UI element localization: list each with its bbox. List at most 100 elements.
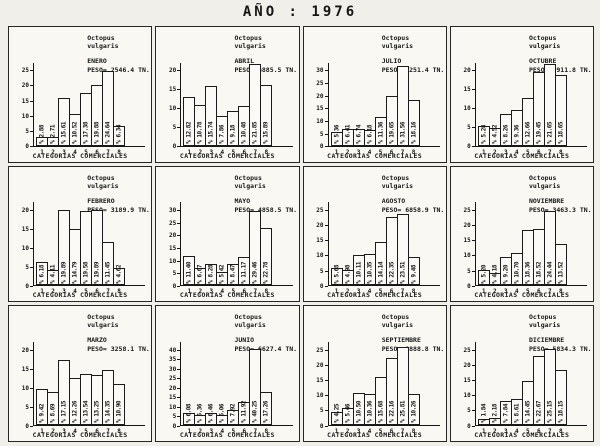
- y-tick-label: 25: [169, 375, 177, 382]
- species-name: Octopus vulgaris: [382, 313, 444, 329]
- y-tick: 15: [15, 366, 33, 373]
- y-tick: 0: [162, 423, 181, 430]
- month-label: NOVIEMBRE: [528, 196, 565, 205]
- y-tick-label: 5: [25, 127, 29, 135]
- y-tick-label: 10: [21, 384, 29, 392]
- bar-category-8: % 17.26: [260, 392, 273, 425]
- y-tick: 15: [310, 105, 328, 112]
- y-tick-label: 20: [463, 67, 471, 75]
- y-tick-mark: [177, 222, 181, 224]
- y-tick-mark: [324, 410, 328, 412]
- bar-value-label: % 13.25: [93, 401, 101, 423]
- x-tick-label: 5: [525, 288, 530, 296]
- y-tick: 20: [457, 67, 475, 75]
- x-tick-label: 7: [400, 288, 405, 296]
- y-tick-mark: [471, 395, 475, 397]
- y-tick-mark: [324, 349, 328, 351]
- y-tick-label: 20: [316, 361, 324, 369]
- plot-area: % 6.08% 5.36% 6.46% 5.06% 7.92% 11.92% 4…: [180, 348, 293, 426]
- bar-value-label: % 10.48: [240, 121, 248, 144]
- y-tick: 10: [310, 118, 328, 125]
- y-tick-mark: [324, 285, 328, 287]
- bar-value-label: % 9.18: [229, 124, 237, 144]
- y-tick-label: 10: [21, 112, 29, 120]
- bar-chart: 0 5 10 15 20 % 9.42% 8.69% 17.15% 12.26% 13.…: [15, 338, 146, 435]
- x-tick-label: 3: [62, 148, 66, 156]
- species-line1: Octopus: [381, 34, 410, 42]
- y-tick: 15: [15, 98, 33, 105]
- x-tick-label: 7: [400, 148, 405, 156]
- y-tick-mark: [471, 379, 475, 381]
- x-tick-label: 5: [84, 288, 88, 296]
- x-tick-label: 8: [558, 288, 563, 296]
- x-axis-title: CATEGORIAS COMERCIALES: [32, 151, 128, 160]
- bar-value-label: % 6.74: [355, 124, 362, 144]
- x-tick-label: 8: [117, 148, 121, 156]
- y-tick-label: 5: [319, 407, 324, 415]
- y-tick-label: 5: [172, 270, 177, 278]
- y-tick-mark: [324, 146, 328, 148]
- species-line2: vulgaris: [234, 321, 266, 330]
- y-tick-mark: [177, 247, 181, 249]
- x-tick-label: 4: [73, 288, 77, 296]
- bar-value-label: % 21.65: [546, 121, 554, 144]
- bar-value-label: % 11.45: [104, 261, 112, 284]
- month-panel: Octopus vulgaris OCTUBRE PESO= 8911.8 TN.…: [449, 26, 594, 163]
- y-tick: 5: [162, 124, 181, 131]
- y-tick: 5: [457, 124, 475, 131]
- y-tick: 15: [457, 377, 475, 384]
- month-panel: Octopus vulgaris SEPTIEMBRE PESO= 8888.8 …: [302, 305, 447, 442]
- y-tick-label: 20: [463, 222, 471, 230]
- month-label: SEPTIEMBRE: [381, 336, 421, 345]
- x-tick-label: 7: [547, 428, 552, 435]
- y-tick-label: 0: [319, 143, 324, 151]
- y-tick-label: 20: [169, 384, 177, 392]
- bar-value-label: % 8.61: [513, 404, 521, 423]
- weight-label: PESO= 3463.3 TN.: [528, 205, 592, 214]
- y-tick-mark: [471, 225, 475, 227]
- y-axis: 0 5 10 15 20 25 30: [162, 202, 182, 290]
- bar-category-8: % 15.89: [260, 85, 273, 146]
- x-tick-label: 6: [389, 288, 394, 296]
- y-axis: 0 5 10 15 20 25: [310, 342, 329, 430]
- y-tick-label: 5: [467, 267, 471, 275]
- x-tick-label: 1: [40, 148, 44, 156]
- panel-header: Octopus vulgaris JULIO PESO= 6251.4 TN.: [381, 34, 445, 74]
- bar-value-label: % 6.46: [207, 404, 215, 423]
- bar-value-label: % 8.69: [49, 404, 57, 423]
- y-tick-mark: [471, 146, 475, 148]
- bar-value-label: % 15.89: [262, 121, 270, 144]
- bar-value-label: % 7.86: [218, 124, 226, 144]
- x-axis-title: CATEGORIAS COMERCIALES: [474, 291, 570, 300]
- bar-category-7: % 40.25: [249, 348, 262, 425]
- species-line1: Octopus: [87, 313, 115, 322]
- species-line1: Octopus: [381, 313, 410, 322]
- y-tick-label: 5: [319, 130, 324, 138]
- x-tick-label: 4: [367, 288, 372, 296]
- bar-value-label: % 10.36: [366, 401, 373, 423]
- bar-value-label: % 18.15: [557, 401, 565, 423]
- x-tick-label: 2: [198, 288, 203, 296]
- y-tick-label: 25: [316, 79, 324, 87]
- x-tick-label: 8: [411, 148, 416, 156]
- y-tick-mark: [471, 209, 475, 211]
- x-tick-label: 6: [536, 148, 541, 156]
- y-tick-label: 15: [463, 237, 471, 245]
- species-line2: vulgaris: [528, 321, 561, 330]
- weight-label: PESO= 6251.4 TN.: [381, 66, 445, 74]
- x-tick-label: 4: [73, 428, 77, 435]
- y-axis: 0 5 10 15 20 25: [310, 202, 329, 290]
- x-tick-label: 3: [356, 288, 361, 296]
- bar-value-label: % 19.88: [93, 121, 101, 144]
- y-tick: 10: [15, 384, 33, 392]
- y-tick: 5: [457, 407, 475, 414]
- x-axis-title: CATEGORIAS COMERCIALES: [474, 431, 570, 439]
- x-tick-label: 8: [117, 428, 121, 435]
- bar-category-8: % 10.90: [113, 383, 125, 425]
- month-panel: Octopus vulgaris JUNIO PESO= 6627.4 TN. 0…: [155, 305, 300, 442]
- panel-header: Octopus vulgaris NOVIEMBRE PESO= 3463.3 T…: [528, 174, 592, 214]
- y-tick: 10: [15, 245, 33, 252]
- bar-value-label: % 5.68: [333, 264, 340, 284]
- species-name: Octopus vulgaris: [234, 34, 296, 50]
- y-tick-label: 0: [467, 143, 471, 151]
